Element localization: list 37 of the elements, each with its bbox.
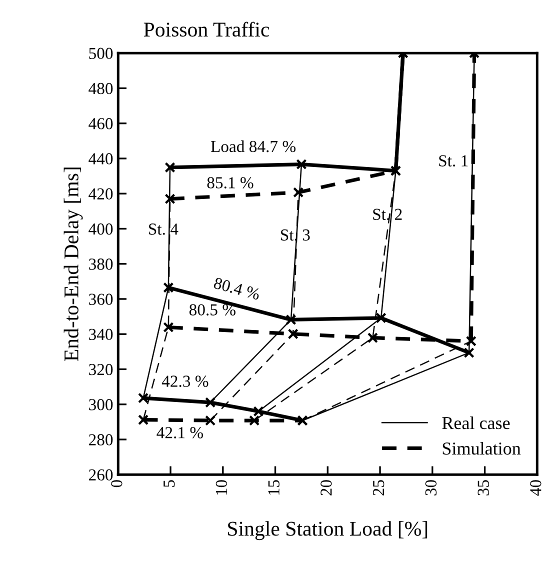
y-tick-label: 460 (88, 118, 113, 130)
annotation: 42.3 % (162, 376, 208, 387)
x-tick-label: 5 (164, 480, 175, 487)
y-tick-label: 480 (88, 82, 113, 94)
annotation: St. 2 (373, 208, 402, 220)
y-tick-label: 260 (89, 469, 113, 481)
y-tick-label: 320 (89, 364, 113, 376)
x-tick-label: 25 (373, 480, 384, 496)
legend-label: Simulation (442, 442, 521, 455)
annotation: 80.5 % (189, 304, 236, 316)
x-tick-label: 30 (425, 480, 437, 496)
legend-label: Real case (442, 416, 510, 430)
y-axis-title: End-to-End Delay [ms] (64, 168, 83, 362)
y-tick-label: 400 (88, 223, 113, 235)
annotation: 85.1 % (207, 177, 254, 188)
x-tick-label: 20 (320, 480, 332, 496)
y-tick-label: 420 (88, 188, 113, 200)
y-tick-label: 360 (89, 294, 113, 305)
annotation: St. 4 (149, 224, 178, 235)
x-tick-label: 0 (111, 480, 122, 488)
annotation: 42.1 % (156, 427, 203, 438)
y-tick-label: 440 (88, 153, 113, 164)
y-tick-label: 340 (89, 328, 113, 340)
x-tick-label: 10 (216, 480, 228, 495)
x-axis-title: Single Station Load [%] (228, 521, 428, 540)
annotation: Load 84.7 % (210, 140, 296, 152)
x-tick-label: 40 (530, 480, 542, 496)
x-tick-label: 15 (268, 480, 280, 495)
annotation: 80.4 % (213, 277, 261, 300)
chart-title: Poisson Traffic (144, 22, 270, 37)
y-tick-label: 500 (89, 48, 113, 60)
x-tick-label: 35 (478, 480, 489, 496)
y-tick-label: 380 (89, 258, 113, 270)
annotation: St. 1 (439, 155, 468, 167)
y-tick-label: 300 (89, 399, 113, 410)
annotation: St. 3 (281, 229, 310, 241)
y-tick-label: 280 (89, 434, 113, 446)
